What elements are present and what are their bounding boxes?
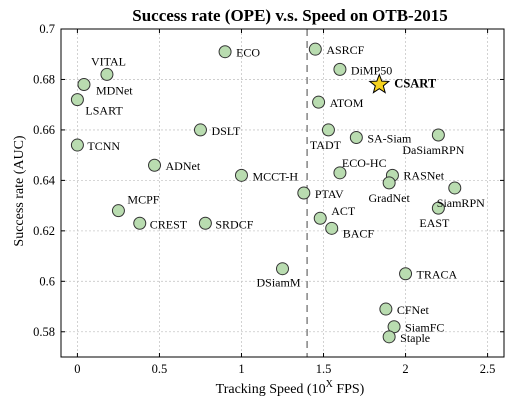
point-dslt [193,123,207,137]
y-tick-label: 0.64 [33,173,56,187]
label-eco: ECO [236,46,260,60]
point-tcnn [70,138,84,152]
point-ptav [297,186,311,200]
label-east: EAST [419,216,450,230]
label-siamrpn: SiamRPN [437,196,485,210]
point-csart-star [368,73,391,94]
label-srdcf: SRDCF [215,217,253,231]
y-tick-label: 0.66 [33,123,55,137]
point-eco-hc [333,166,347,180]
point-atom [312,95,326,109]
point-adnet [148,158,162,172]
label-ptav: PTAV [315,187,344,201]
point-asrcf [308,42,322,56]
point-gradnet [382,176,396,190]
label-csart: CSART [394,77,437,91]
x-tick-label: 1.5 [316,362,332,376]
label-crest: CREST [150,217,188,231]
x-axis-label-main: Tracking Speed (10 [216,382,326,397]
label-mcct-h: MCCT-H [252,169,298,183]
y-axis-label: Success rate (AUC) [12,135,27,247]
plot-frame [60,28,505,358]
point-vital [100,67,114,81]
label-adnet: ADNet [166,159,201,173]
point-mcct-h [234,168,248,182]
x-tick-label: 1 [238,362,244,376]
y-tick-label: 0.68 [33,72,55,86]
point-staple [382,330,396,344]
label-rasnet: RASNet [403,168,444,182]
point-bacf [325,221,339,235]
point-eco [218,45,232,59]
label-staple: Staple [400,331,430,345]
label-bacf: BACF [343,226,375,240]
point-dimp50 [333,62,347,76]
x-tick-label: 2 [402,362,408,376]
point-srdcf [198,216,212,230]
point-siamrpn [448,181,462,195]
label-dslt: DSLT [211,124,241,138]
point-mdnet [77,78,91,92]
label-cfnet: CFNet [397,303,430,317]
data-points [70,42,462,344]
label-atom: ATOM [330,96,364,110]
x-axis-label-end: FPS) [333,382,365,397]
point-dsiamm [276,262,289,276]
axis-ticks: 0 0.5 1 1.5 2 2.5 0.58 0.6 0.62 0.64 0.66 0.68 0.7 [33,22,504,376]
point-labels: VITAL MDNet LSART TCNN ECO DSLT ADNet MCCT-H MCP… [85,43,485,345]
point-dasiamrpn [431,128,445,142]
label-tcnn: TCNN [87,139,120,153]
label-eco-hc: ECO-HC [342,156,387,170]
label-act: ACT [331,204,356,218]
point-mcpf [111,204,125,218]
label-dimp50: DiMP50 [351,63,392,77]
y-tick-label: 0.62 [33,224,55,238]
point-cfnet [379,302,393,316]
label-dsiamm: DSiamM [256,276,300,290]
label-traca: TRACA [417,268,458,282]
label-gradnet: GradNet [368,191,410,205]
label-sa-siam: SA-Siam [367,131,412,145]
x-axis-label-superscript: X [326,379,334,390]
point-east [431,201,445,215]
point-act [313,211,327,225]
label-vital: VITAL [91,54,126,68]
chart-title: Success rate (OPE) v.s. Speed on OTB-201… [132,6,447,25]
x-axis-label: Tracking Speed (10X FPS) [216,379,365,397]
y-tick-label: 0.6 [39,274,55,288]
point-lsart [70,93,84,107]
label-siamfc: SiamFC [405,321,444,335]
x-tick-label: 0 [74,362,80,376]
label-asrcf: ASRCF [326,43,364,57]
point-tadt [321,123,335,137]
x-tick-label: 0.5 [152,362,168,376]
point-traca [399,267,413,281]
label-mdnet: MDNet [96,84,133,98]
point-sa-siam [349,130,363,144]
y-tick-label: 0.7 [39,22,55,36]
label-lsart: LSART [85,104,123,118]
point-crest [133,216,147,230]
label-tadt: TADT [310,138,342,152]
label-dasiamrpn: DaSiamRPN [402,143,464,157]
label-mcpf: MCPF [127,193,159,207]
y-tick-label: 0.58 [33,325,55,339]
x-tick-label: 2.5 [480,362,496,376]
